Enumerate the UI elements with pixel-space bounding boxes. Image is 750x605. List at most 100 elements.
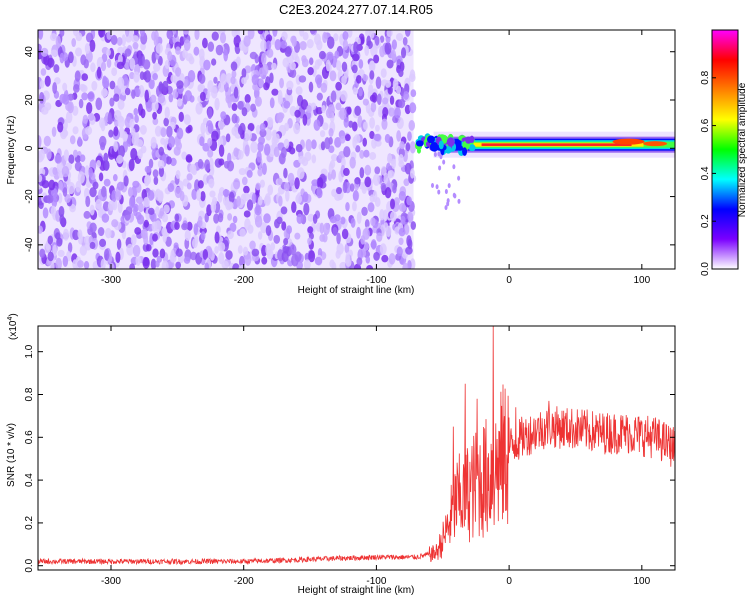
heatmap-noise-cell	[406, 235, 412, 247]
heatmap-noise-cell	[249, 240, 256, 250]
heatmap-noise-cell	[334, 214, 341, 222]
colorbar-ticks: 0.0 0.2 0.4 0.6 0.8	[700, 70, 716, 276]
heatmap-x-tick-label: 100	[633, 275, 650, 286]
heatmap-noise-cell	[231, 103, 238, 112]
heatmap-noise-cell	[89, 222, 97, 233]
heatmap-noise-cell	[353, 41, 359, 55]
heatmap-noise-cell	[161, 213, 169, 223]
heatmap-noise-cell	[310, 102, 317, 111]
heatmap-noise-cell	[299, 30, 305, 37]
heatmap-noise-cell	[134, 227, 142, 235]
heatmap-noise-cell	[370, 101, 377, 113]
heatmap-noise-cell	[117, 99, 125, 110]
heatmap-noise-cell	[98, 30, 106, 38]
heatmap-noise-cell	[238, 264, 247, 269]
heatmap-noise-cell	[197, 180, 204, 189]
heatmap-noise-cell	[241, 77, 247, 85]
heatmap-noise-cell	[144, 174, 152, 185]
heatmap-noise-cell	[358, 59, 364, 69]
heatmap-noise-cell	[398, 98, 406, 109]
heatmap-x-tick-label: -200	[234, 275, 254, 286]
heatmap-noise-cell	[369, 130, 375, 140]
heatmap-noise-cell	[404, 30, 411, 37]
heatmap-noise-cell	[124, 30, 130, 37]
heatmap-noise-cell	[170, 249, 175, 262]
heatmap-noise-cell	[279, 77, 284, 89]
heatmap-noise-cell	[157, 159, 165, 169]
heatmap-noise-cell	[403, 178, 410, 187]
heatmap-noise-cell	[236, 195, 241, 207]
heatmap-noise-cell	[153, 62, 161, 72]
snr-y-ticks: 0.0 0.2 0.4 0.6 0.8 1.0	[24, 344, 675, 573]
heatmap-noise-cell	[220, 111, 227, 120]
heatmap-noise-cell	[345, 201, 350, 212]
heatmap-signal-blob	[444, 189, 448, 195]
heatmap-noise-cell	[299, 40, 307, 51]
heatmap-noise-cell	[135, 211, 142, 221]
heatmap-noise-cell	[200, 231, 206, 241]
heatmap-noise-cell	[271, 62, 277, 71]
heatmap-noise-cell	[117, 76, 125, 90]
heatmap-noise-cell	[351, 121, 358, 132]
heatmap-noise-cell	[206, 204, 212, 217]
heatmap-noise-cell	[207, 149, 214, 158]
heatmap-noise-cell	[152, 233, 158, 242]
heatmap-noise-cell	[244, 93, 251, 104]
heatmap-noise-cell	[393, 197, 400, 205]
heatmap-noise-cell	[308, 81, 314, 93]
heatmap-noise-cell	[352, 86, 359, 95]
heatmap-noise-cell	[400, 47, 407, 59]
heatmap-noise-cell	[147, 207, 155, 215]
heatmap-noise-cell	[280, 40, 288, 49]
heatmap-y-tick-label: 40	[24, 46, 35, 58]
heatmap-noise-cell	[362, 227, 370, 240]
heatmap-noise-cell	[207, 80, 214, 93]
heatmap-noise-cell	[286, 80, 294, 91]
heatmap-noise-cell	[83, 261, 90, 269]
heatmap-noise-cell	[395, 85, 402, 94]
heatmap-noise-cell	[356, 226, 361, 239]
heatmap-noise-cell	[161, 260, 169, 269]
heatmap-noise-cell	[223, 49, 229, 62]
heatmap-noise-cell	[75, 32, 83, 42]
heatmap-noise-cell	[362, 74, 369, 82]
heatmap-noise-cell	[379, 209, 385, 221]
heatmap-noise-cell	[392, 184, 397, 194]
heatmap-noise-cell	[341, 157, 346, 168]
heatmap-noise-cell	[133, 30, 139, 36]
heatmap-noise-cell	[181, 151, 188, 160]
heatmap-noise-cell	[315, 106, 323, 115]
heatmap-noise-cell	[317, 177, 324, 189]
heatmap-noise-cell	[128, 158, 135, 172]
heatmap-noise-cell	[277, 177, 283, 186]
heatmap-noise-cell	[96, 66, 102, 79]
heatmap-noise-cell	[303, 202, 310, 216]
heatmap-noise-cell	[259, 122, 266, 132]
heatmap-noise-cell	[152, 117, 159, 126]
heatmap-noise-cell	[398, 227, 406, 237]
heatmap-noise-cell	[396, 32, 404, 41]
heatmap-signal-blob	[444, 205, 448, 211]
heatmap-noise-cell	[46, 194, 53, 204]
heatmap-noise-cell	[218, 120, 225, 130]
heatmap-signal-blob	[425, 141, 431, 147]
heatmap-noise-cell	[97, 227, 105, 237]
heatmap-noise-cell	[239, 228, 246, 237]
heatmap-noise-cell	[185, 154, 193, 163]
heatmap-noise-cell	[258, 136, 265, 145]
heatmap-signal-blob	[431, 182, 435, 188]
heatmap-noise-cell	[335, 102, 342, 111]
heatmap-noise-cell	[100, 258, 106, 269]
heatmap-noise-cell	[152, 111, 157, 120]
heatmap-noise-cell	[296, 213, 303, 224]
heatmap-noise-cell	[62, 94, 70, 105]
heatmap-noise-cell	[265, 128, 272, 141]
heatmap-noise-cell	[391, 39, 397, 50]
heatmap-noise-cell	[99, 135, 107, 148]
heatmap-noise-cell	[62, 82, 68, 92]
heatmap-noise-cell	[104, 159, 110, 171]
heatmap-noise-cell	[359, 149, 365, 159]
heatmap-noise-cell	[283, 237, 289, 246]
